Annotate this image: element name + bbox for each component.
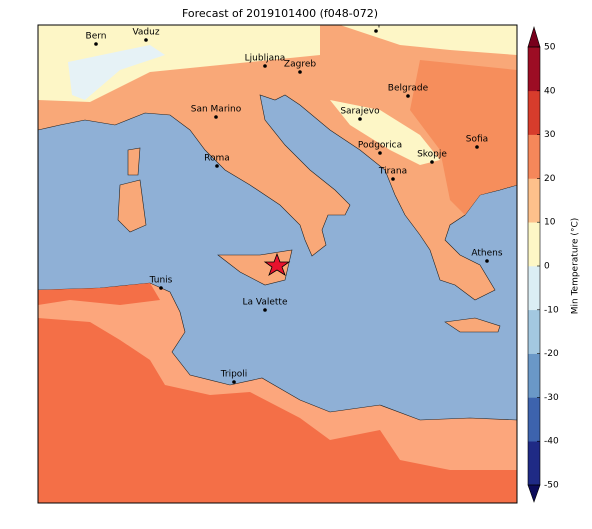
colorbar-tick-label: -30 [544,393,559,403]
colorbar-tick-label: 20 [544,174,556,184]
land-cool [330,100,440,165]
city-dot [475,145,479,149]
city-dot [94,42,98,46]
city-label: Tripoli [220,370,248,380]
land-cool [340,25,517,55]
land-europe [38,25,517,301]
colorbar-tick-label: -50 [544,481,559,491]
city-dot [485,259,489,263]
colorbar-band [528,222,540,267]
colorbar-band [528,266,540,311]
colorbar-band [528,134,540,179]
city-label: Vaduz [132,28,159,38]
colorbar-extend-high [527,25,541,48]
forecast-location-star [263,252,291,276]
city-label: Bern [86,32,107,42]
city-label: Budapest [355,19,398,29]
colorbar-tick-label: 50 [544,43,556,53]
city-dot [374,29,378,33]
city-label: Zagreb [284,60,316,70]
city-label: Skopje [417,150,447,160]
colorbar-tick-label: 10 [544,218,556,228]
colorbar-label: Min Temperature (°C) [571,218,581,315]
city-label: Sarajevo [340,107,380,117]
colorbar-band [528,309,540,354]
city-dot [358,117,362,121]
colorbar-band [528,397,540,442]
city-label: Sofia [466,135,488,145]
land-sardinia [117,179,147,233]
city-dot [378,151,382,155]
city-dot [298,70,302,74]
colorbar-tick-label: -40 [544,437,559,447]
colorbar-band [528,90,540,135]
city-dot [214,115,218,119]
colorbar-band [528,441,540,486]
land-crete [444,317,501,333]
city-dot [263,64,267,68]
city-label: Belgrade [388,84,429,94]
colorbar-tick-label: 30 [544,130,556,140]
colorbar-tick-label: -20 [544,349,559,359]
city-label: Roma [204,154,230,164]
city-dot [430,160,434,164]
colorbar-extend-low [527,484,541,503]
map-title: Forecast of 2019101400 (f048-072) [182,7,378,20]
city-label: Athens [471,249,502,259]
city-dot [406,94,410,98]
city-dot [391,177,395,181]
map-frame [37,24,518,504]
city-label: La Valette [243,298,288,308]
city-dot [159,286,163,290]
land-cool [38,25,320,102]
land-sicily [217,249,293,286]
city-label: Tunis [149,276,173,286]
land-corsica [127,147,141,176]
city-label: Ljubljana [245,54,286,64]
city-dot [263,308,267,312]
colorbar-tick-label: 40 [544,86,556,96]
land-cold [68,45,165,100]
city-dot [144,38,148,42]
city-dot [215,164,219,168]
colorbar-band [528,353,540,398]
colorbar-band [528,178,540,223]
colorbar-tick-label: -10 [544,305,559,315]
land-warm [410,60,517,215]
city-label: Tirana [378,167,407,177]
land-africa-warm [38,318,517,503]
colorbar-tick-label: 0 [544,262,550,272]
city-label: Podgorica [358,141,402,151]
city-label: San Marino [191,105,242,115]
city-dot [232,380,236,384]
land-africa-warm [38,283,160,305]
colorbar-band [528,47,540,92]
